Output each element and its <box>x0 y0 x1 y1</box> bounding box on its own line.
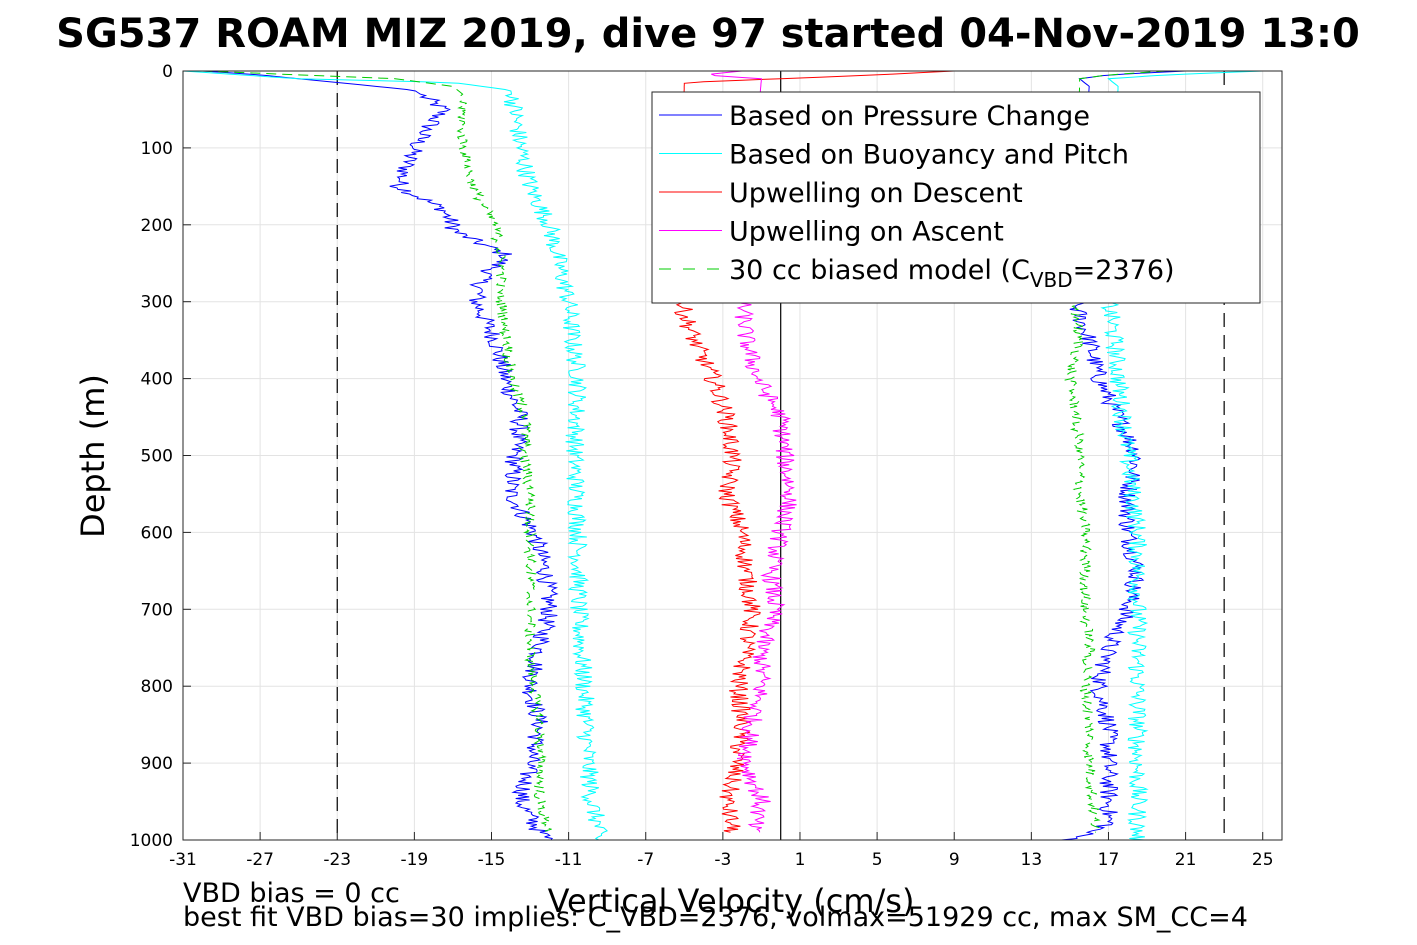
x-tick-label: -15 <box>478 850 506 870</box>
y-tick-label: 600 <box>141 523 173 543</box>
y-tick-label: 0 <box>162 62 173 82</box>
legend-box <box>651 91 1261 304</box>
y-tick-label: 400 <box>141 370 173 390</box>
legend-label: Upwelling on Descent <box>729 178 1023 209</box>
x-tick-label: 17 <box>1098 850 1120 870</box>
y-tick-label: 800 <box>141 677 173 697</box>
y-tick-label: 700 <box>141 600 173 620</box>
y-tick-label: 300 <box>141 293 173 313</box>
y-tick-label: 100 <box>141 139 173 159</box>
series-line <box>182 70 609 841</box>
x-tick-label: -23 <box>323 850 351 870</box>
x-tick-label: 13 <box>1021 850 1043 870</box>
x-tick-label: 25 <box>1252 850 1274 870</box>
x-ticks: -31 -27 -23 -19 -15 -11 -7 -3 1 5 9 13 17 21 25 <box>169 832 1274 870</box>
y-tick-label: 200 <box>141 216 173 236</box>
series-line <box>202 70 553 833</box>
legend-label: Based on Buoyancy and Pitch <box>729 140 1129 171</box>
legend-label: Based on Pressure Change <box>729 101 1090 132</box>
y-axis-label: Depth (m) <box>74 374 112 538</box>
x-tick-label: 21 <box>1175 850 1197 870</box>
x-tick-label: 9 <box>949 850 960 870</box>
legend: Based on Pressure Change Based on Buoyanc… <box>651 91 1261 304</box>
series-line <box>202 70 559 841</box>
legend-label: 30 cc biased model (CVBD=2376) <box>729 255 1175 292</box>
x-tick-label: -3 <box>714 850 731 870</box>
x-tick-label: -11 <box>555 850 583 870</box>
y-ticks: 0 100 200 300 400 500 600 700 800 900 1000 <box>130 62 191 851</box>
best-fit-note: best fit VBD bias=30 implies: C_VBD=2376… <box>183 902 1248 933</box>
x-tick-label: -19 <box>400 850 428 870</box>
x-tick-label: -31 <box>169 850 197 870</box>
x-tick-label: 1 <box>795 850 806 870</box>
chart-title: SG537 ROAM MIZ 2019, dive 97 started 04-… <box>56 11 1360 57</box>
legend-label: Upwelling on Ascent <box>729 217 1004 248</box>
x-tick-label: -27 <box>246 850 274 870</box>
x-tick-label: -7 <box>637 850 654 870</box>
y-tick-label: 900 <box>141 754 173 774</box>
vbd-bias-note: VBD bias = 0 cc <box>183 878 400 909</box>
x-axis-label: Vertical Velocity (cm/s) <box>548 882 915 920</box>
y-tick-label: 500 <box>141 447 173 467</box>
x-tick-label: 5 <box>872 850 883 870</box>
y-tick-label: 1000 <box>130 831 173 851</box>
